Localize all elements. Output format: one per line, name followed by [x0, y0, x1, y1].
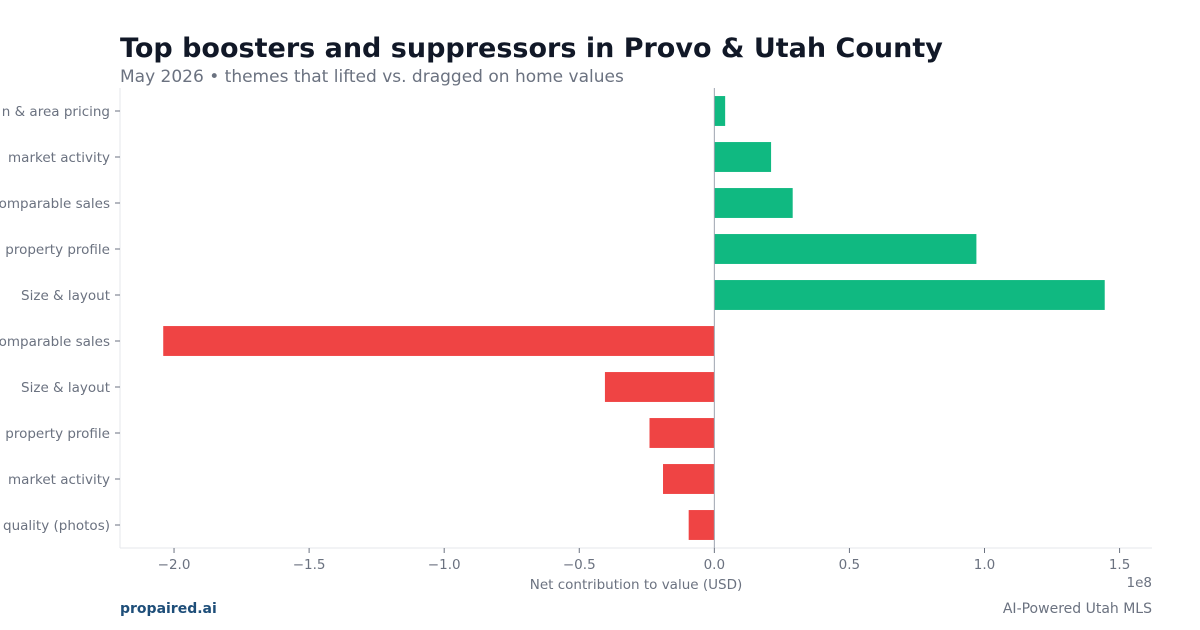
category-label: omparable sales: [0, 196, 110, 212]
x-tick-label: −2.0: [158, 557, 191, 573]
chart-title: Top boosters and suppressors in Provo & …: [120, 33, 943, 64]
x-tick-label: −0.5: [563, 557, 596, 573]
x-axis-label: Net contribution to value (USD): [530, 577, 743, 593]
booster-bar: [714, 142, 772, 172]
x-tick-label: 1.5: [1109, 557, 1130, 573]
x-tick-label: 1.0: [974, 557, 995, 573]
x-tick-label: −1.0: [428, 557, 461, 573]
category-label: property profile: [5, 242, 110, 258]
booster-bar: [714, 188, 793, 218]
category-label: property profile: [5, 426, 110, 442]
x-tick-label: 0.0: [704, 557, 725, 573]
category-label: Size & layout: [21, 380, 110, 396]
suppressor-bar: [163, 326, 715, 356]
category-label: market activity: [8, 150, 110, 166]
chart-subtitle: May 2026 • themes that lifted vs. dragge…: [120, 67, 624, 87]
footer-tagline: AI-Powered Utah MLS: [1002, 601, 1152, 617]
booster-bar: [714, 280, 1105, 310]
category-label: Size & layout: [21, 288, 110, 304]
x-offset-label: 1e8: [1127, 575, 1152, 591]
x-tick-label: −1.5: [293, 557, 326, 573]
suppressor-bar: [604, 372, 715, 402]
suppressor-bar: [663, 464, 715, 494]
suppressor-bar: [649, 418, 715, 448]
booster-bar: [714, 234, 977, 264]
booster-bar: [714, 96, 726, 126]
brand-logo-text: propaired.ai: [120, 601, 217, 617]
x-tick-label: 0.5: [839, 557, 860, 573]
suppressor-bar: [688, 510, 715, 540]
category-label: omparable sales: [0, 334, 110, 350]
category-label: market activity: [8, 472, 110, 488]
category-label: quality (photos): [3, 518, 110, 534]
category-label: n & area pricing: [2, 104, 110, 120]
